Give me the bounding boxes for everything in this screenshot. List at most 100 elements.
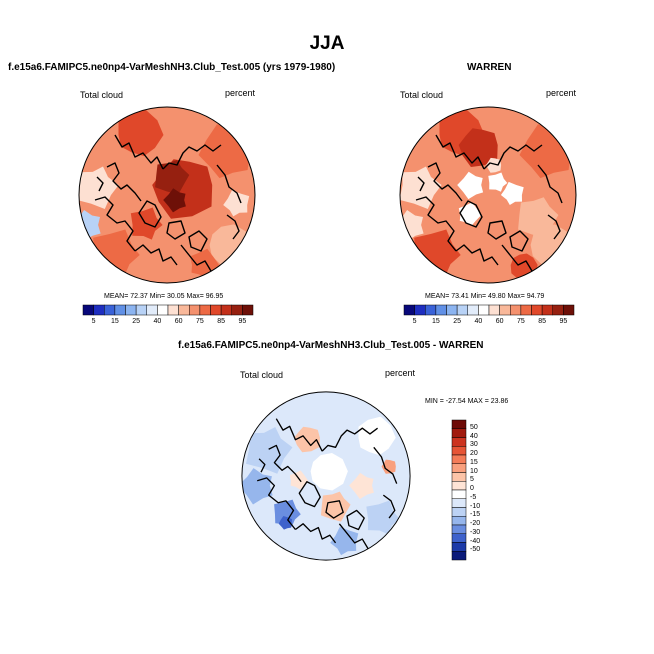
panel3-colorbar-ticks: 50 40 30 20 15 10 5 0 -5 -10 -15 -20 -30 -40 -50 bbox=[470, 420, 500, 560]
panel1-coastlines bbox=[94, 134, 242, 272]
panel1-stats: MEAN= 72.37 Min= 30.05 Max= 96.95 bbox=[104, 293, 224, 300]
panel3-colorbar-swatch bbox=[451, 507, 467, 517]
panel3-colorbar-swatch bbox=[451, 524, 467, 534]
panel1-coastline bbox=[162, 144, 222, 170]
panel2-coastlines bbox=[415, 134, 563, 272]
panel2-colorbar-tick-label: 95 bbox=[559, 318, 568, 325]
panel3-stats: MIN = -27.54 MAX = 23.86 bbox=[425, 398, 509, 405]
panel3-colorbar-tick-label: 40 bbox=[470, 432, 478, 440]
panel1-coastline bbox=[138, 200, 162, 228]
panel2-coastline bbox=[487, 220, 507, 240]
panel2-contour-region bbox=[400, 166, 442, 209]
panel1-coastline bbox=[96, 176, 104, 192]
panel3-colorbar bbox=[451, 419, 467, 561]
panel1-coastline bbox=[180, 244, 212, 272]
panel2-colorbar-swatch bbox=[541, 304, 553, 316]
panel3-contour-region bbox=[241, 468, 273, 505]
panel2-colorbar-tick-label: 15 bbox=[431, 318, 440, 325]
panel3-coastline bbox=[346, 509, 365, 531]
panel1-colorbar-tick-label: 75 bbox=[195, 318, 204, 325]
panel1-colorbar-tick-label: 60 bbox=[174, 318, 183, 325]
panel3-colorbar-tick-label: 0 bbox=[470, 485, 474, 492]
panel2-coastline bbox=[537, 164, 563, 204]
panel3-colorbar-swatch bbox=[451, 551, 467, 561]
panel2-colorbar-tick-label: 85 bbox=[538, 318, 547, 325]
panel1-map-border bbox=[78, 106, 256, 284]
panel2-colorbar-swatch bbox=[531, 304, 543, 316]
panel1-colorbar-swatch bbox=[210, 304, 222, 316]
panel1-colorbar-swatch bbox=[82, 304, 94, 316]
panel3-colorbar-tick-label: -10 bbox=[470, 502, 481, 510]
panel3-contour-region bbox=[349, 472, 374, 500]
panel2-colorbar bbox=[403, 304, 575, 316]
panel3-colorbar-swatch bbox=[451, 489, 467, 499]
panel2-coastline bbox=[415, 196, 457, 252]
panel2-coastline bbox=[547, 214, 561, 240]
panel3-colorbar-swatch bbox=[451, 472, 467, 482]
panel2-coastline bbox=[483, 144, 543, 170]
panel3-colorbar-tick-label: -50 bbox=[470, 546, 481, 554]
panel2-coastline bbox=[435, 134, 485, 170]
panel3-coastline bbox=[268, 444, 302, 483]
panel1-field bbox=[79, 107, 255, 283]
panel1-contour-region bbox=[79, 210, 101, 242]
panel3-coastline bbox=[325, 500, 344, 519]
panel3-colorbar-swatch bbox=[451, 454, 467, 464]
panel1-colorbar-swatch bbox=[199, 304, 211, 316]
panel3-units-label: percent bbox=[385, 368, 416, 378]
panel2-colorbar-swatch bbox=[499, 304, 511, 316]
panel1-coastline bbox=[226, 214, 240, 240]
panel1-colorbar-swatch bbox=[231, 304, 243, 316]
panel1-coastline bbox=[114, 134, 164, 170]
panel1-colorbar-tick-label: 85 bbox=[217, 318, 226, 325]
panel2-colorbar-swatch bbox=[563, 304, 575, 316]
panel1-colorbar-tick-label: 15 bbox=[110, 318, 119, 325]
panel1-colorbar-swatch bbox=[146, 304, 158, 316]
panel1-contour-region bbox=[223, 190, 250, 217]
panel1-colorbar-swatch bbox=[125, 304, 137, 316]
panel2-colorbar-swatch bbox=[510, 304, 522, 316]
panel1-coastline bbox=[134, 244, 178, 266]
panel3-colorbar-swatch bbox=[451, 498, 467, 508]
panel3-coastline bbox=[382, 494, 396, 519]
panel3-colorbar-swatch bbox=[451, 481, 467, 491]
panel2-colorbar-swatch bbox=[403, 304, 415, 316]
panel3-colorbar-tick-label: 50 bbox=[470, 423, 478, 431]
panel1-colorbar-swatch bbox=[178, 304, 190, 316]
panel3-map-border bbox=[241, 391, 411, 561]
panel3-colorbar-swatch bbox=[451, 542, 467, 552]
panel2-polar-map bbox=[399, 106, 577, 284]
panel3-colorbar-tick-label: 30 bbox=[470, 441, 478, 449]
panel3-contour-region bbox=[246, 426, 293, 474]
panel3-colorbar-swatch bbox=[451, 463, 467, 473]
panel1-coastline bbox=[188, 230, 208, 252]
panel2-units-label: percent bbox=[546, 88, 577, 98]
panel1-colorbar-swatch bbox=[167, 304, 179, 316]
panel2-title: WARREN bbox=[467, 62, 512, 73]
panel3-contour-region bbox=[381, 459, 396, 474]
panel1-coastline bbox=[216, 164, 242, 204]
panel3-colorbar-tick-label: -20 bbox=[470, 520, 481, 527]
panel2-colorbar-swatch bbox=[456, 304, 468, 316]
panel2-colorbar-swatch bbox=[552, 304, 564, 316]
panel3-contour-region bbox=[289, 470, 309, 490]
panel3-colorbar-tick-label: -15 bbox=[470, 511, 481, 519]
panel1-contour-region bbox=[163, 188, 186, 213]
panel3-polar-map bbox=[241, 391, 411, 561]
panel1-colorbar-swatch bbox=[135, 304, 147, 316]
panel2-colorbar-tick-label: 5 bbox=[412, 318, 417, 325]
panel2-colorbar-tick-label: 40 bbox=[474, 318, 483, 325]
panel2-contour-region bbox=[486, 157, 502, 173]
panel3-coastline bbox=[298, 481, 321, 508]
panel3-coastlines bbox=[257, 418, 398, 549]
panel3-colorbar-swatch bbox=[451, 516, 467, 526]
panel2-stats: MEAN= 73.41 Min= 49.80 Max= 94.79 bbox=[425, 293, 545, 300]
panel2-contour-region bbox=[457, 171, 484, 200]
panel1-colorbar-swatch bbox=[114, 304, 126, 316]
panel1-colorbar-swatch bbox=[220, 304, 232, 316]
panel1-colorbar bbox=[82, 304, 254, 316]
panel3-contour-region bbox=[358, 416, 396, 456]
panel3-colorbar-swatch bbox=[451, 428, 467, 438]
panel3-coastline bbox=[295, 523, 337, 544]
panel3-coastline bbox=[321, 427, 379, 452]
